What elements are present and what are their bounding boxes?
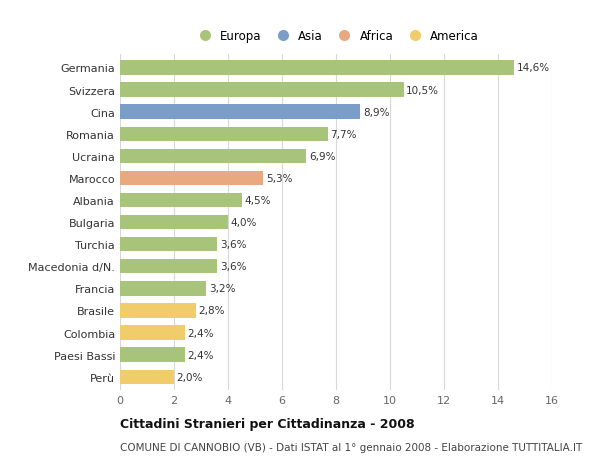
Text: COMUNE DI CANNOBIO (VB) - Dati ISTAT al 1° gennaio 2008 - Elaborazione TUTTITALI: COMUNE DI CANNOBIO (VB) - Dati ISTAT al … (120, 442, 582, 452)
Text: 2,4%: 2,4% (187, 350, 214, 360)
Bar (120, 303, 196, 318)
Bar (120, 281, 206, 296)
Text: 2,4%: 2,4% (187, 328, 214, 338)
Bar (120, 171, 263, 186)
Text: 3,2%: 3,2% (209, 284, 236, 294)
Bar (120, 215, 228, 230)
Bar (120, 149, 307, 164)
Text: 8,9%: 8,9% (363, 107, 389, 118)
Bar (120, 348, 185, 362)
Text: 6,9%: 6,9% (309, 151, 335, 162)
Text: 10,5%: 10,5% (406, 85, 439, 95)
Bar (120, 127, 328, 142)
Bar (120, 237, 217, 252)
Text: 14,6%: 14,6% (517, 63, 550, 73)
Bar (120, 259, 217, 274)
Text: 2,8%: 2,8% (198, 306, 225, 316)
Text: Cittadini Stranieri per Cittadinanza - 2008: Cittadini Stranieri per Cittadinanza - 2… (120, 417, 415, 430)
Text: 5,3%: 5,3% (266, 174, 292, 184)
Text: 4,0%: 4,0% (230, 218, 257, 228)
Bar (120, 83, 404, 97)
Text: 7,7%: 7,7% (331, 129, 357, 140)
Bar (120, 370, 174, 384)
Bar (120, 193, 241, 208)
Text: 4,5%: 4,5% (244, 196, 271, 206)
Text: 3,6%: 3,6% (220, 262, 247, 272)
Bar (120, 61, 514, 75)
Bar (120, 105, 360, 119)
Text: 2,0%: 2,0% (176, 372, 203, 382)
Bar (120, 326, 185, 340)
Legend: Europa, Asia, Africa, America: Europa, Asia, Africa, America (191, 28, 481, 45)
Text: 3,6%: 3,6% (220, 240, 247, 250)
